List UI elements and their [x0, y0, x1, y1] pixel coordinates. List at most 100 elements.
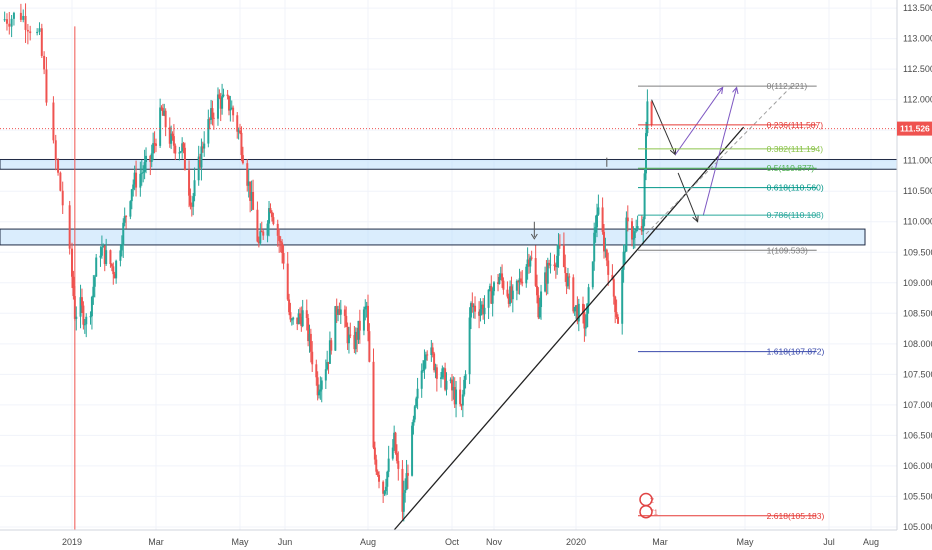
- candle-body: [391, 447, 394, 459]
- candle-layer[interactable]: [3, 3, 653, 522]
- candle-body: [190, 205, 193, 207]
- candle-body: [527, 259, 530, 267]
- fib-level-label: 0.5(110.877): [767, 163, 815, 173]
- x-tick-label: 2020: [566, 537, 586, 547]
- y-tick-label: 107.000: [903, 400, 932, 410]
- x-tick-label: Nov: [486, 537, 503, 547]
- x-tick-label: 2019: [62, 537, 82, 547]
- candle-body: [210, 108, 213, 120]
- candle-body: [621, 269, 624, 324]
- candle-body: [636, 226, 639, 230]
- y-tick-label: 106.000: [903, 461, 932, 471]
- candle-body: [345, 315, 348, 327]
- candle-body: [5, 19, 8, 24]
- candle-body: [219, 97, 222, 109]
- candle-body: [296, 317, 299, 325]
- x-tick-label: Aug: [863, 537, 879, 547]
- candle-body: [249, 181, 252, 201]
- candle-body: [402, 492, 405, 512]
- candle-body: [611, 274, 614, 280]
- candle-body: [330, 340, 333, 351]
- candle-body: [119, 250, 122, 261]
- candle-body: [471, 303, 474, 308]
- grid-layer: [0, 0, 897, 530]
- candle-body: [604, 249, 607, 252]
- candle-body: [326, 362, 329, 370]
- candle-body: [256, 209, 259, 242]
- y-tick-label: 111.000: [903, 156, 932, 166]
- candle-body: [316, 377, 319, 396]
- candle-body: [43, 55, 46, 70]
- candle-body: [397, 460, 400, 469]
- candle-body: [536, 285, 539, 296]
- candle-body: [518, 278, 521, 283]
- candle-body: [483, 307, 486, 315]
- candle-body: [583, 312, 586, 329]
- candle-body: [622, 251, 625, 270]
- candle-body: [239, 130, 241, 133]
- candle-body: [129, 201, 132, 217]
- fib-layer: 0(112.221) 0.236(111.587) 0.382(111.194) 0.…: [638, 81, 824, 521]
- candle-body: [216, 94, 219, 119]
- candle-body: [113, 274, 116, 279]
- candle-body: [201, 146, 204, 149]
- candle-body: [29, 31, 32, 34]
- candle-body: [597, 207, 600, 215]
- candle-body: [499, 273, 502, 277]
- x-tick-label: Aug: [360, 537, 376, 547]
- candle-body: [276, 223, 279, 236]
- candle-body: [383, 491, 386, 494]
- y-tick-label: 108.000: [903, 339, 932, 349]
- candle-body: [357, 320, 360, 340]
- candle-body: [168, 127, 171, 144]
- candle-body: [378, 474, 381, 482]
- candle-body: [160, 107, 163, 109]
- candle-body: [45, 69, 48, 103]
- candle-body: [422, 369, 425, 371]
- candle-body: [183, 147, 186, 171]
- candle-body: [301, 310, 304, 327]
- candle-body: [624, 251, 626, 253]
- economic-event-icon: [639, 504, 653, 519]
- candle-body: [152, 143, 155, 154]
- candle-body: [115, 260, 118, 279]
- candle-body: [3, 19, 6, 21]
- candle-body: [266, 223, 269, 236]
- candle-body: [311, 351, 314, 365]
- candle-body: [72, 276, 75, 297]
- candle-body: [614, 296, 617, 313]
- candle-body: [562, 245, 565, 268]
- candle-body: [416, 388, 419, 399]
- candle-body: [200, 146, 203, 168]
- y-tick-label: 105.500: [903, 491, 932, 501]
- candle-body: [83, 324, 86, 326]
- candle-body: [367, 305, 369, 332]
- candle-body: [558, 244, 561, 246]
- y-tick-label: 113.000: [903, 34, 932, 44]
- candle-body: [178, 152, 181, 154]
- candle-body: [633, 231, 636, 239]
- candle-body: [603, 231, 605, 252]
- candle-body: [188, 170, 191, 196]
- candle-body: [161, 108, 164, 116]
- candle-body: [290, 319, 293, 321]
- candle-body: [230, 107, 233, 110]
- candle-body: [145, 155, 148, 163]
- candle-body: [394, 432, 397, 454]
- candle-body: [338, 309, 341, 315]
- candle-body: [153, 143, 156, 145]
- candle-body: [227, 96, 230, 111]
- fib-level-label: 0.382(111.194): [767, 144, 824, 154]
- candle-body: [525, 266, 528, 284]
- candle-body: [538, 307, 541, 318]
- economic-event-count: 2: [650, 497, 654, 504]
- candle-body: [415, 398, 418, 407]
- candle-body: [105, 250, 108, 264]
- economic-event-count: 71: [650, 510, 658, 517]
- x-tick-label: May: [231, 537, 249, 547]
- candle-body: [554, 266, 557, 268]
- candle-body: [300, 317, 303, 327]
- candle-body: [640, 226, 643, 232]
- candle-body: [123, 216, 126, 223]
- candle-body: [197, 156, 200, 181]
